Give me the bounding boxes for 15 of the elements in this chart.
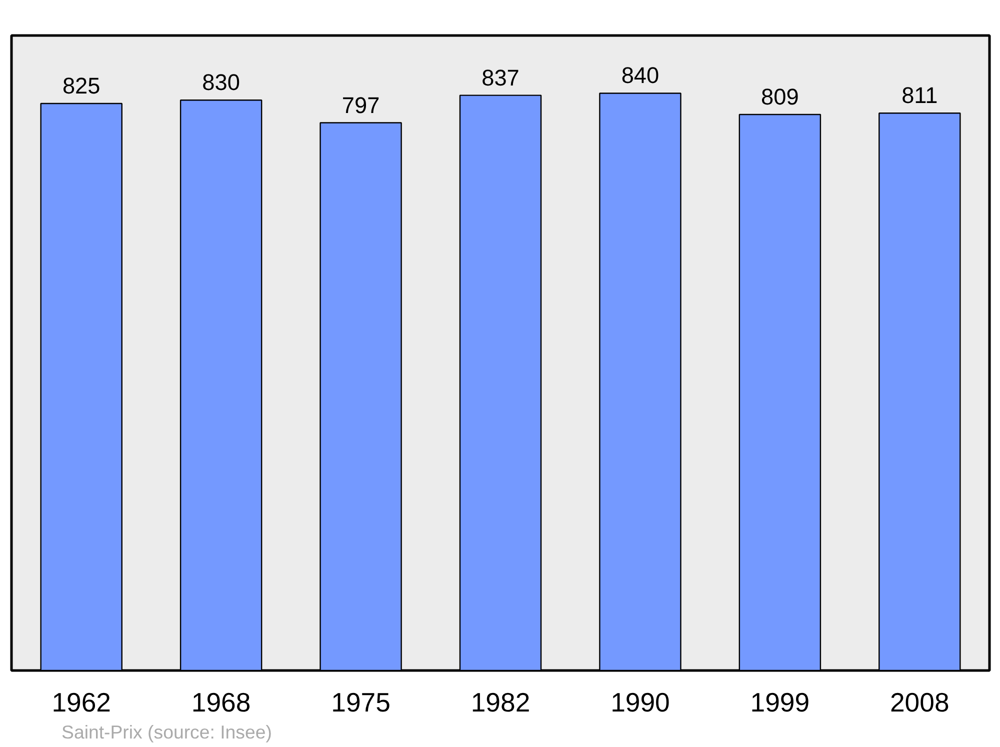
data-label: 825 xyxy=(62,72,100,99)
x-tick-label: 1968 xyxy=(191,688,251,718)
text: Saint-Prix (source: Insee) xyxy=(62,722,272,742)
data-label: 830 xyxy=(202,69,240,96)
data-label: 797 xyxy=(342,92,380,118)
x-tick-label: 2008 xyxy=(890,688,950,718)
x-tick-label: 1962 xyxy=(52,688,112,718)
x-tick-label: 1990 xyxy=(610,688,670,718)
data-label: 840 xyxy=(621,62,660,88)
data-label: 811 xyxy=(902,82,938,108)
x-tick-label: 1975 xyxy=(331,688,390,718)
x-tick-label: 1982 xyxy=(470,688,530,718)
data-label: 809 xyxy=(761,84,799,110)
x-tick-label: 1999 xyxy=(750,688,810,718)
data-label: 837 xyxy=(482,64,520,90)
